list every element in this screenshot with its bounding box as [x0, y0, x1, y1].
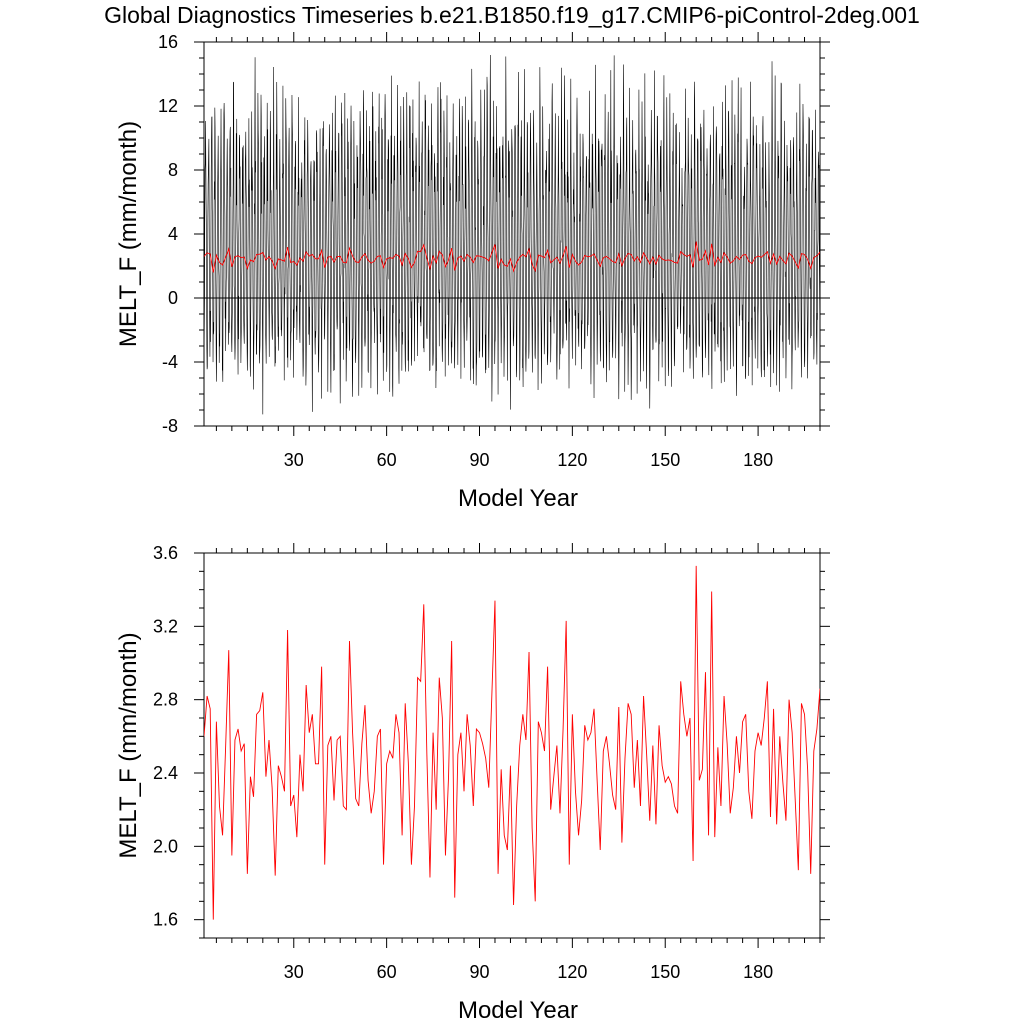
panel-annual-mean-timeseries: 30 60 90 120 150 180 1.6 2.0 2.4 2.8 3.2 3.6 Model Y…	[115, 543, 830, 1024]
y-tick-label: 2.4	[153, 763, 178, 783]
x-tick-label: 180	[743, 450, 773, 470]
x-tick-label: 30	[284, 962, 304, 982]
y-tick-label: 3.6	[153, 543, 178, 563]
y-tick-label: 2.8	[153, 690, 178, 710]
y-axis-title: MELT_F (mm/month)	[115, 632, 142, 858]
series-line-monthly	[204, 55, 820, 415]
x-tick-label: 90	[469, 962, 489, 982]
y-axis-title: MELT_F (mm/month)	[115, 121, 142, 347]
y-tick-label: 4	[168, 224, 178, 244]
y-tick-label: 0	[168, 288, 178, 308]
x-tick-label: 120	[557, 450, 587, 470]
y-tick-label: 3.2	[153, 616, 178, 636]
panel-monthly-timeseries: 30 60 90 120 150 180 -8 -4 0 4 8 12 16 Model Year MELT…	[115, 32, 830, 512]
y-tick-label: 8	[168, 160, 178, 180]
y-tick-label: -8	[162, 416, 178, 436]
x-tick-label: 60	[377, 962, 397, 982]
series-line-annual-mean	[204, 565, 820, 920]
plot-frame	[203, 552, 821, 939]
y-tick-label: 12	[158, 96, 178, 116]
x-tick-label: 180	[743, 962, 773, 982]
plot-frame	[203, 41, 821, 427]
x-axis-title: Model Year	[458, 997, 578, 1024]
chart-title: Global Diagnostics Timeseries b.e21.B185…	[104, 2, 920, 28]
x-tick-label: 120	[557, 962, 587, 982]
y-tick-label: 16	[158, 32, 178, 52]
x-tick-label: 90	[469, 450, 489, 470]
series-line-annual-mean	[204, 241, 820, 273]
x-tick-label: 150	[650, 962, 680, 982]
x-tick-label: 30	[284, 450, 304, 470]
x-tick-label: 150	[650, 450, 680, 470]
y-tick-label: 1.6	[153, 910, 178, 930]
y-tick-label: -4	[162, 352, 178, 372]
x-tick-label: 60	[377, 450, 397, 470]
x-axis-title: Model Year	[458, 485, 578, 512]
y-tick-label: 2.0	[153, 836, 178, 856]
